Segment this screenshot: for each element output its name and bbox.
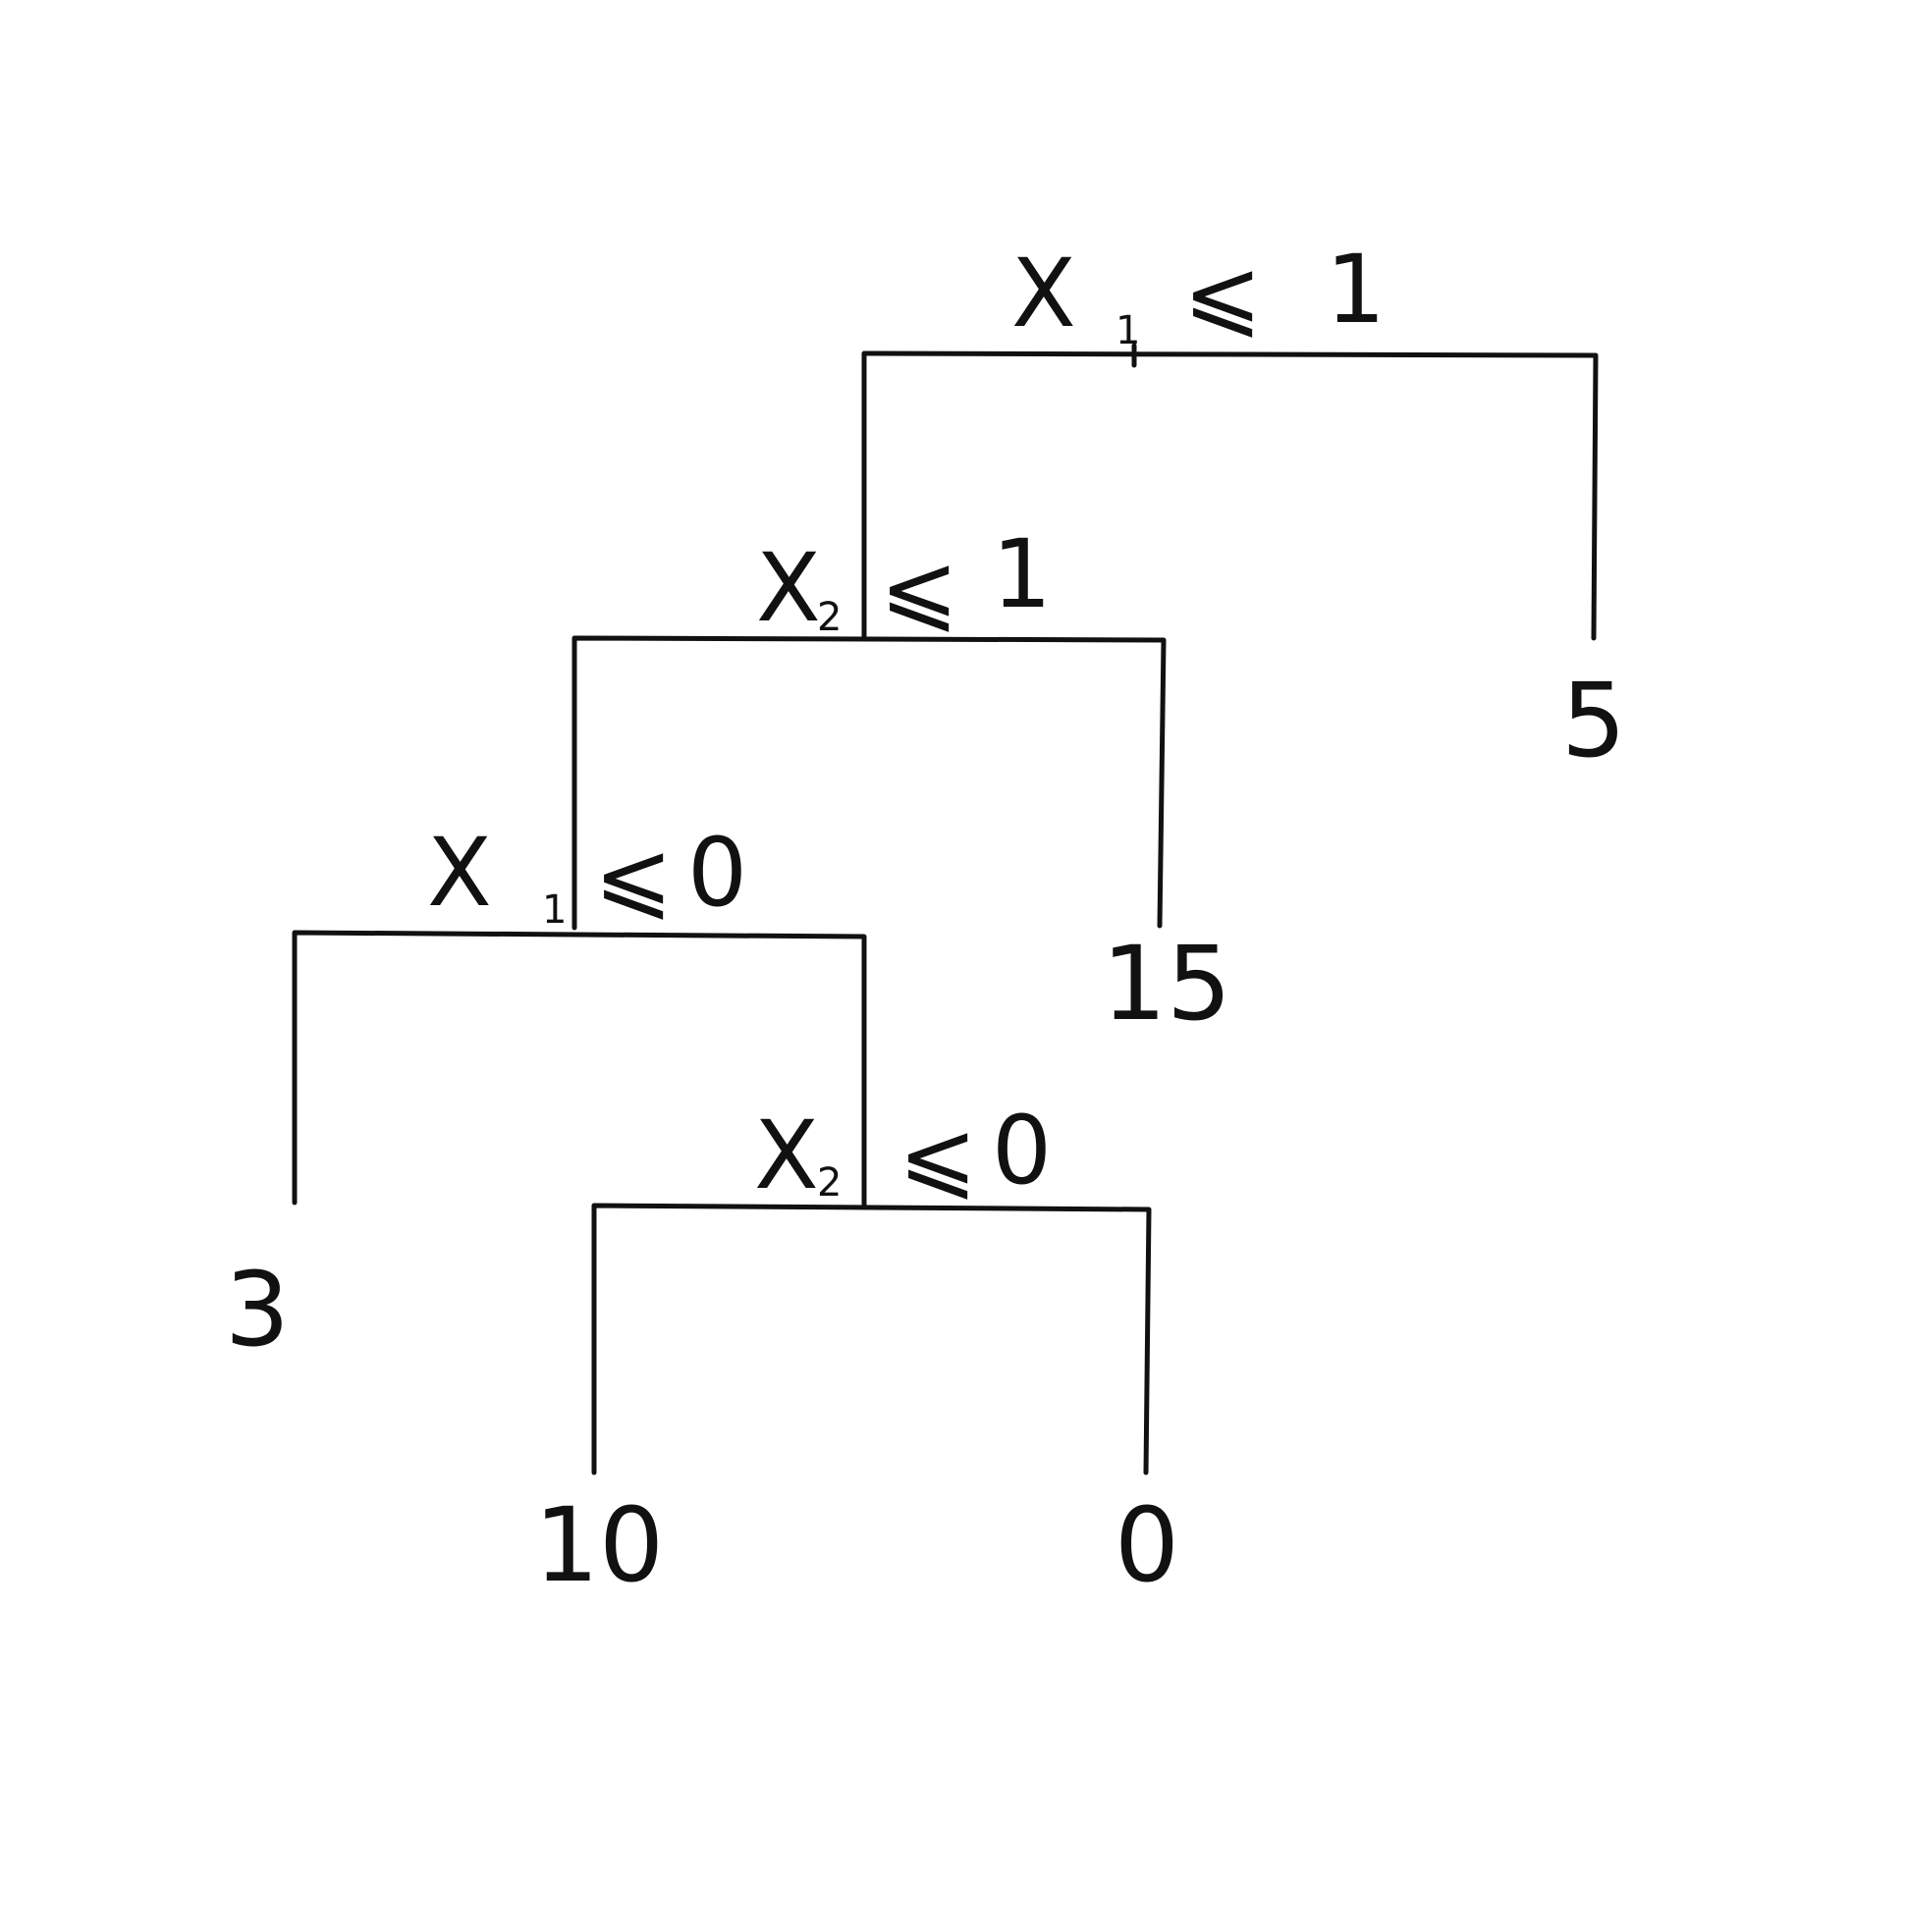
split-threshold: 0 bbox=[992, 1096, 1052, 1206]
split-threshold: 0 bbox=[687, 818, 747, 928]
leaf-value: 3 bbox=[225, 1250, 290, 1369]
branch-left2 bbox=[292, 930, 867, 1210]
split-threshold: 1 bbox=[1326, 235, 1386, 345]
split-relation: ⩽ bbox=[898, 1100, 977, 1210]
split-node-left2: X 1 ⩽ 0 bbox=[427, 818, 747, 933]
split-subscript: 2 bbox=[817, 1160, 842, 1206]
branch-right3 bbox=[591, 1203, 1152, 1476]
split-variable: X bbox=[1011, 239, 1076, 349]
split-relation: ⩽ bbox=[594, 821, 673, 931]
split-relation: ⩽ bbox=[1183, 239, 1262, 349]
split-subscript: 1 bbox=[542, 887, 567, 933]
split-subscript: 2 bbox=[817, 595, 842, 640]
split-variable: X bbox=[427, 818, 492, 928]
split-node-left1: X 2 ⩽ 1 bbox=[756, 519, 1052, 643]
split-relation: ⩽ bbox=[880, 533, 958, 643]
leaf-value: 15 bbox=[1102, 924, 1231, 1044]
leaf-value: 10 bbox=[534, 1485, 664, 1605]
split-threshold: 1 bbox=[992, 519, 1052, 629]
leaf-value: 0 bbox=[1115, 1485, 1179, 1605]
split-variable: X bbox=[754, 1100, 819, 1210]
leaf-value: 5 bbox=[1561, 661, 1626, 780]
split-variable: X bbox=[756, 533, 821, 643]
branch-root bbox=[861, 350, 1599, 641]
split-node-right3: X 2 ⩽ 0 bbox=[754, 1096, 1052, 1210]
split-node-root: X 1 ⩽ 1 bbox=[1011, 235, 1386, 353]
split-subscript: 1 bbox=[1116, 308, 1140, 353]
branch-left1 bbox=[572, 635, 1167, 931]
